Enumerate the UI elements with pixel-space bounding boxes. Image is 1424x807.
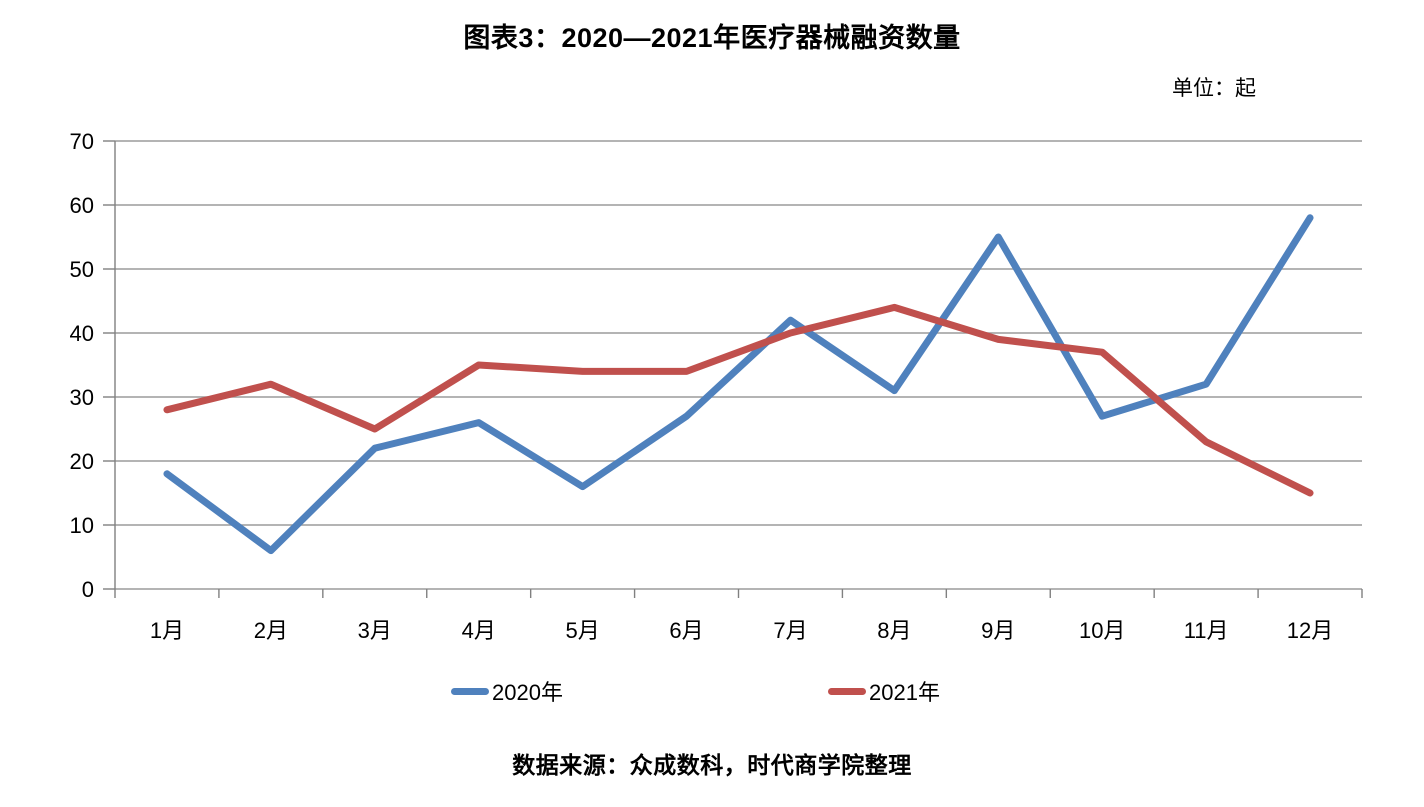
- ytick-label-0: 0: [82, 577, 94, 602]
- ytick-label-50: 50: [70, 257, 94, 282]
- ytick-label-60: 60: [70, 193, 94, 218]
- source-note: 数据来源：众成数科，时代商学院整理: [512, 752, 912, 778]
- xtick-label-1: 1月: [150, 618, 184, 643]
- xtick-label-9: 9月: [981, 618, 1015, 643]
- ytick-label-20: 20: [70, 449, 94, 474]
- xtick-label-8: 8月: [877, 618, 911, 643]
- xtick-label-4: 4月: [462, 618, 496, 643]
- legend-item-2020: 2020年: [451, 676, 563, 706]
- legend-swatch-2020: [451, 687, 489, 695]
- xtick-label-10: 10月: [1079, 618, 1125, 643]
- ytick-label-70: 70: [70, 129, 94, 154]
- xtick-label-7: 7月: [773, 618, 807, 643]
- ytick-label-10: 10: [70, 513, 94, 538]
- legend-label-2021: 2021年: [869, 680, 940, 705]
- xtick-label-6: 6月: [669, 618, 703, 643]
- chart-title: 图表3：2020—2021年医疗器械融资数量: [463, 23, 961, 53]
- ytick-label-40: 40: [70, 321, 94, 346]
- legend-item-2021: 2021年: [828, 676, 940, 706]
- unit-label: 单位：起: [1172, 77, 1256, 100]
- legend: 2020年 2021年: [0, 676, 1424, 706]
- xtick-label-3: 3月: [358, 618, 392, 643]
- legend-label-2020: 2020年: [492, 680, 563, 705]
- series-line-2021年: [163, 303, 1314, 497]
- xtick-label-2: 2月: [254, 618, 288, 643]
- legend-swatch-2021: [828, 687, 866, 695]
- xtick-label-12: 12月: [1287, 618, 1333, 643]
- xtick-label-11: 11月: [1184, 618, 1229, 643]
- series-line-2020年: [163, 214, 1314, 555]
- xtick-label-5: 5月: [566, 618, 600, 643]
- ytick-label-30: 30: [70, 385, 94, 410]
